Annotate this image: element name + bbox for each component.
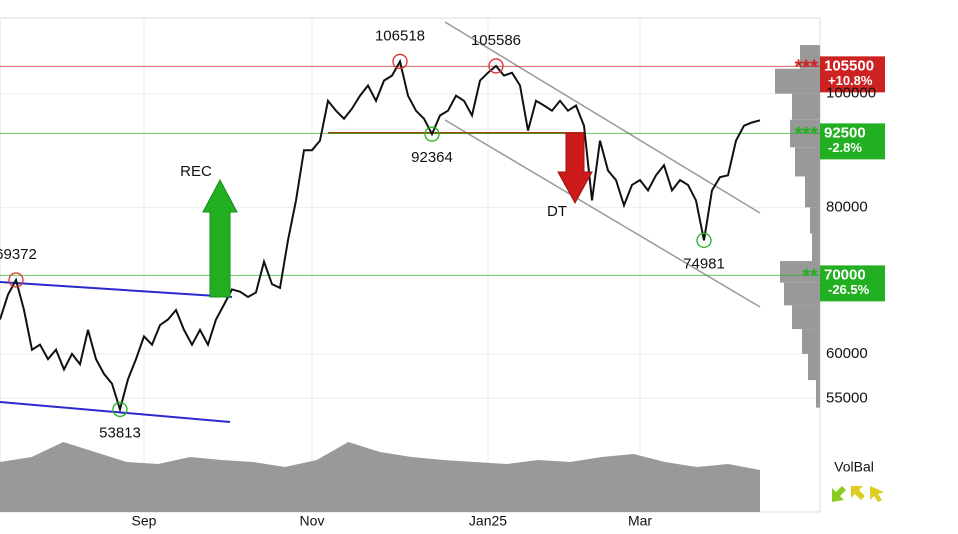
level-value: 92500: [824, 124, 866, 141]
volume-profile-bar: [780, 261, 820, 283]
x-tick-label: Nov: [300, 513, 325, 529]
signal-label: REC: [180, 163, 212, 180]
x-tick-label: Jan25: [469, 513, 507, 529]
x-tick-label: Mar: [628, 513, 652, 529]
y-tick-label: 80000: [826, 198, 868, 215]
volume-profile-bar: [810, 207, 820, 234]
volume-profile-bar: [784, 282, 820, 306]
x-tick-label: Sep: [132, 513, 157, 529]
level-marker: ***: [795, 124, 819, 146]
rec-arrow: [202, 178, 238, 298]
level-change: -26.5%: [828, 282, 870, 297]
signal-label: DT: [547, 203, 567, 220]
volume-profile-bar: [805, 176, 820, 208]
volbal-icon: [851, 486, 865, 500]
level-marker: ***: [795, 57, 819, 79]
volume-profile-bar: [816, 380, 820, 408]
annotation-label: 92364: [411, 149, 453, 166]
volume-profile-bar: [792, 93, 820, 120]
annotation-circle: [488, 58, 504, 74]
trend-line: [0, 281, 233, 298]
level-change: -2.8%: [828, 140, 862, 155]
annotation-circle: [696, 232, 712, 249]
y-tick-label: 55000: [826, 389, 868, 406]
annotation-label: 53813: [99, 424, 141, 441]
volbal-icon: [870, 486, 884, 502]
annotation-circle: [112, 401, 128, 418]
annotation-circle: [8, 272, 24, 288]
level-change: +10.8%: [828, 73, 873, 88]
volume-balance-area: [0, 442, 760, 512]
volume-profile-bar: [792, 305, 820, 330]
volume-profile-bar: [795, 147, 820, 177]
annotation-label: 74981: [683, 255, 725, 272]
annotation-circle: [424, 126, 440, 142]
volume-profile-bar: [802, 329, 820, 354]
level-value: 105500: [824, 57, 874, 74]
dt-arrow: [557, 132, 593, 205]
volbal-label: VolBal: [834, 459, 874, 475]
level-tag: [820, 265, 885, 302]
volume-profile-bar: [775, 68, 820, 94]
y-tick-label: 100000: [826, 85, 876, 102]
volume-profile-bar: [800, 45, 820, 69]
trend-line: [0, 401, 231, 423]
volume-profile-bar: [812, 233, 820, 262]
volbal-icon: [832, 486, 846, 502]
level-tag: [820, 56, 885, 93]
price-line: [0, 58, 761, 414]
level-marker: **: [802, 266, 818, 288]
volume-profile-bar: [808, 353, 820, 381]
level-tag: [820, 123, 885, 160]
annotation-circle: [392, 53, 408, 70]
annotation-label: 105586: [471, 32, 521, 49]
annotation-label: 69372: [0, 246, 37, 263]
level-value: 70000: [824, 266, 866, 283]
channel-line: [444, 21, 761, 214]
y-tick-label: 60000: [826, 345, 868, 362]
annotation-label: 106518: [375, 27, 425, 44]
